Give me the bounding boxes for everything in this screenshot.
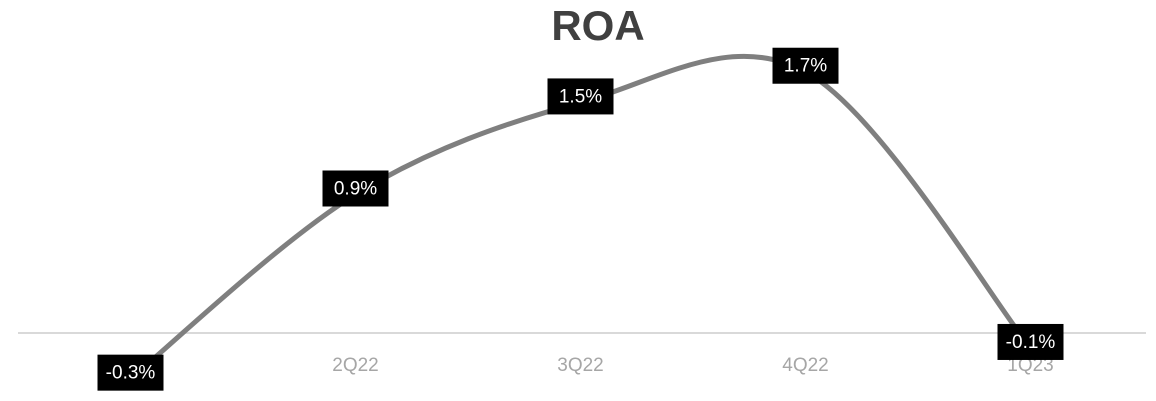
data-label: -0.1% [1006, 332, 1056, 353]
x-tick-label: 4Q22 [782, 355, 828, 376]
x-tick-label: 1Q23 [1007, 355, 1053, 376]
data-label-box [772, 47, 839, 84]
data-label: 0.9% [334, 179, 377, 200]
data-label-box [97, 354, 164, 391]
chart-title: ROA [551, 2, 644, 49]
data-label-box [547, 78, 614, 115]
data-label-box [997, 323, 1064, 360]
x-tick-label: 2Q22 [332, 355, 378, 376]
data-label-box [322, 170, 389, 207]
data-label: -0.3% [106, 363, 156, 384]
x-tick-label: 3Q22 [557, 355, 603, 376]
data-label: 1.5% [559, 86, 602, 107]
data-label: 1.7% [784, 56, 827, 77]
